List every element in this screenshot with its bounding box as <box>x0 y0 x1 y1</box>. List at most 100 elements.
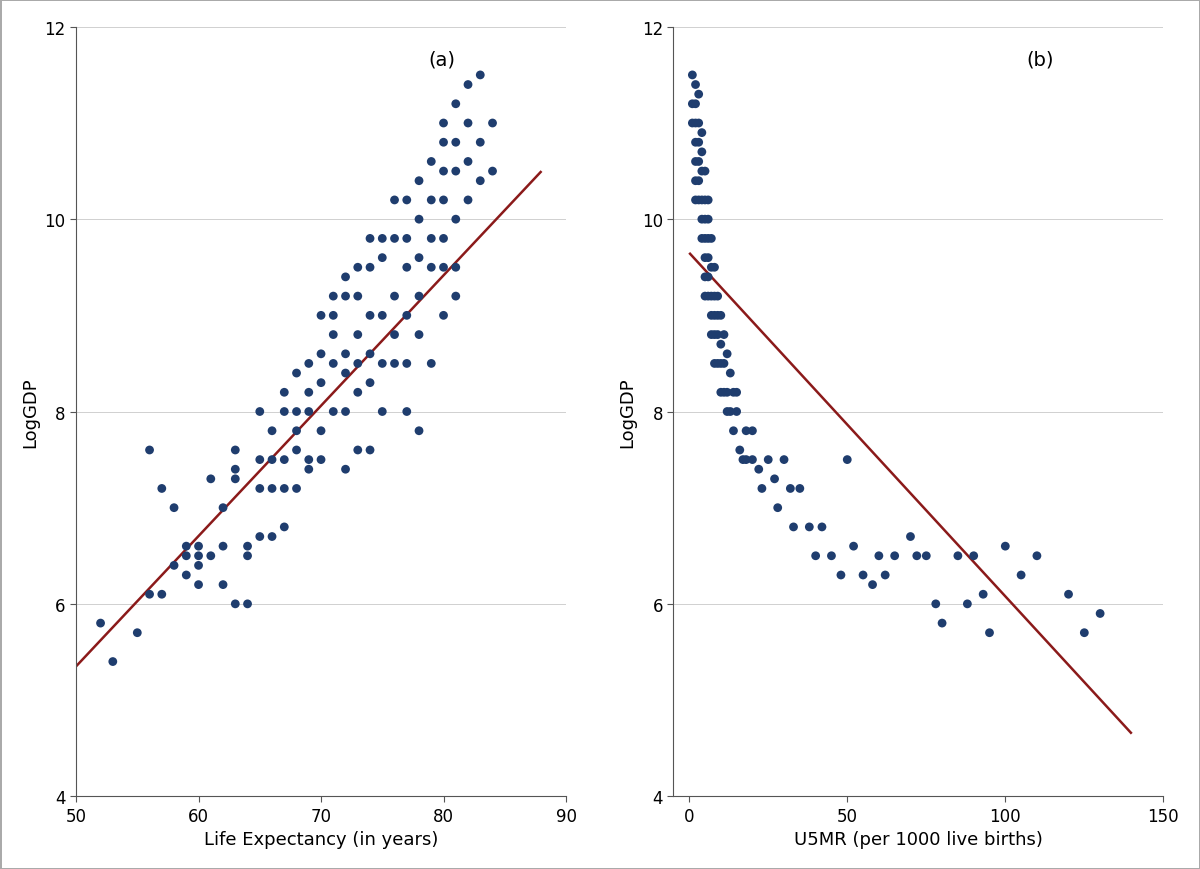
Point <box>421 261 440 275</box>
Point <box>263 424 282 438</box>
Point <box>708 309 727 323</box>
Point <box>470 175 490 189</box>
Point <box>718 405 737 419</box>
Point <box>980 626 1000 640</box>
Point <box>784 521 803 534</box>
Point <box>226 462 245 476</box>
Point <box>1075 626 1094 640</box>
Point <box>708 357 727 371</box>
Point <box>373 357 392 371</box>
Point <box>397 261 416 275</box>
Point <box>708 290 727 304</box>
Point <box>446 97 466 111</box>
Point <box>348 357 367 371</box>
Point <box>360 348 379 362</box>
Point <box>336 270 355 284</box>
Point <box>1012 568 1031 582</box>
Point <box>446 136 466 150</box>
Point <box>360 232 379 246</box>
Point <box>724 386 743 400</box>
Point <box>718 386 737 400</box>
Point <box>409 424 428 438</box>
Y-axis label: LogGDP: LogGDP <box>20 377 38 448</box>
Point <box>214 540 233 554</box>
Point <box>932 616 952 630</box>
Point <box>764 473 784 487</box>
Point <box>238 540 257 554</box>
Point <box>686 136 706 150</box>
Point <box>907 549 926 563</box>
Point <box>287 482 306 496</box>
Point <box>917 549 936 563</box>
Point <box>385 194 404 208</box>
Point <box>704 328 724 342</box>
X-axis label: Life Expectancy (in years): Life Expectancy (in years) <box>204 830 438 848</box>
Point <box>901 530 920 544</box>
Point <box>774 453 793 467</box>
Point <box>689 88 708 102</box>
Point <box>702 309 721 323</box>
Point <box>702 290 721 304</box>
Point <box>698 194 718 208</box>
Point <box>799 521 818 534</box>
Point <box>103 655 122 669</box>
Point <box>409 290 428 304</box>
Point <box>876 568 895 582</box>
Point <box>324 357 343 371</box>
Point <box>360 376 379 390</box>
Point <box>806 549 826 563</box>
Point <box>712 338 731 352</box>
Point <box>683 69 702 83</box>
Point <box>421 232 440 246</box>
Text: (b): (b) <box>1026 51 1054 70</box>
Point <box>446 261 466 275</box>
Point <box>397 405 416 419</box>
Point <box>336 405 355 419</box>
Point <box>312 309 331 323</box>
Point <box>686 117 706 131</box>
Point <box>214 501 233 515</box>
Point <box>202 473 221 487</box>
Point <box>140 587 160 601</box>
Point <box>752 482 772 496</box>
Point <box>863 578 882 592</box>
Point <box>948 549 967 563</box>
Y-axis label: LogGDP: LogGDP <box>618 377 636 448</box>
Point <box>188 559 208 573</box>
Point <box>299 386 318 400</box>
Point <box>853 568 872 582</box>
Point <box>733 453 752 467</box>
Point <box>214 578 233 592</box>
Point <box>348 290 367 304</box>
Point <box>712 309 731 323</box>
Point <box>714 386 733 400</box>
Point <box>275 482 294 496</box>
Point <box>698 251 718 265</box>
Point <box>832 568 851 582</box>
Point <box>385 232 404 246</box>
Point <box>698 290 718 304</box>
Point <box>91 616 110 630</box>
Point <box>287 405 306 419</box>
Point <box>704 357 724 371</box>
X-axis label: U5MR (per 1000 live births): U5MR (per 1000 live births) <box>794 830 1043 848</box>
Point <box>226 473 245 487</box>
Point <box>692 146 712 160</box>
Point <box>692 213 712 227</box>
Point <box>704 309 724 323</box>
Point <box>373 232 392 246</box>
Point <box>127 626 146 640</box>
Point <box>958 597 977 611</box>
Point <box>336 462 355 476</box>
Point <box>397 357 416 371</box>
Point <box>692 127 712 141</box>
Point <box>336 290 355 304</box>
Point <box>238 549 257 563</box>
Point <box>176 549 196 563</box>
Point <box>721 405 740 419</box>
Point <box>385 357 404 371</box>
Point <box>299 357 318 371</box>
Point <box>768 501 787 515</box>
Point <box>689 156 708 169</box>
Point <box>689 117 708 131</box>
